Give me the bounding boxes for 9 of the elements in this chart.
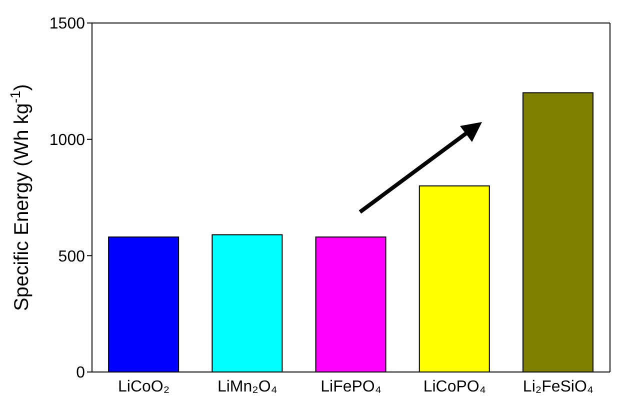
x-tick-label: LiFePO₄ xyxy=(320,378,382,396)
x-tick-label: LiMn₂O₄ xyxy=(217,378,278,396)
y-tick-label: 1500 xyxy=(49,16,86,33)
y-tick-label: 500 xyxy=(58,248,86,266)
x-tick-label: LiCoPO₄ xyxy=(423,378,486,396)
x-tick-label: LiCoO₂ xyxy=(118,378,170,396)
y-tick-label: 1000 xyxy=(49,132,86,150)
y-tick-label: 0 xyxy=(76,364,86,382)
x-tick-label: Li₂FeSiO₄ xyxy=(522,378,594,396)
